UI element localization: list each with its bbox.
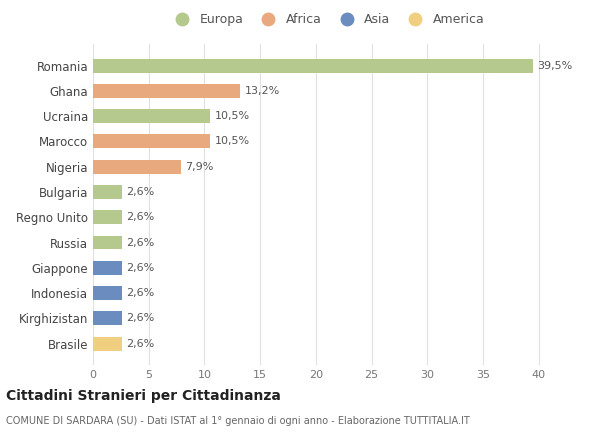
Bar: [93, 261, 122, 275]
Text: 2,6%: 2,6%: [127, 288, 155, 298]
Text: 13,2%: 13,2%: [245, 86, 280, 96]
Text: 7,9%: 7,9%: [185, 161, 214, 172]
Bar: [93, 84, 240, 98]
Bar: [93, 185, 122, 199]
Bar: [93, 337, 122, 351]
Bar: [93, 235, 122, 249]
Text: 10,5%: 10,5%: [214, 111, 250, 121]
Text: 2,6%: 2,6%: [127, 313, 155, 323]
Bar: [93, 59, 533, 73]
Text: 2,6%: 2,6%: [127, 212, 155, 222]
Text: 2,6%: 2,6%: [127, 263, 155, 273]
Bar: [93, 160, 181, 174]
Bar: [93, 286, 122, 300]
Text: 2,6%: 2,6%: [127, 339, 155, 348]
Bar: [93, 210, 122, 224]
Legend: Europa, Africa, Asia, America: Europa, Africa, Asia, America: [169, 13, 485, 26]
Text: 10,5%: 10,5%: [214, 136, 250, 147]
Text: COMUNE DI SARDARA (SU) - Dati ISTAT al 1° gennaio di ogni anno - Elaborazione TU: COMUNE DI SARDARA (SU) - Dati ISTAT al 1…: [6, 416, 470, 426]
Text: Cittadini Stranieri per Cittadinanza: Cittadini Stranieri per Cittadinanza: [6, 389, 281, 403]
Text: 39,5%: 39,5%: [538, 61, 573, 70]
Text: 2,6%: 2,6%: [127, 238, 155, 248]
Text: 2,6%: 2,6%: [127, 187, 155, 197]
Bar: [93, 312, 122, 325]
Bar: [93, 109, 210, 123]
Bar: [93, 135, 210, 148]
